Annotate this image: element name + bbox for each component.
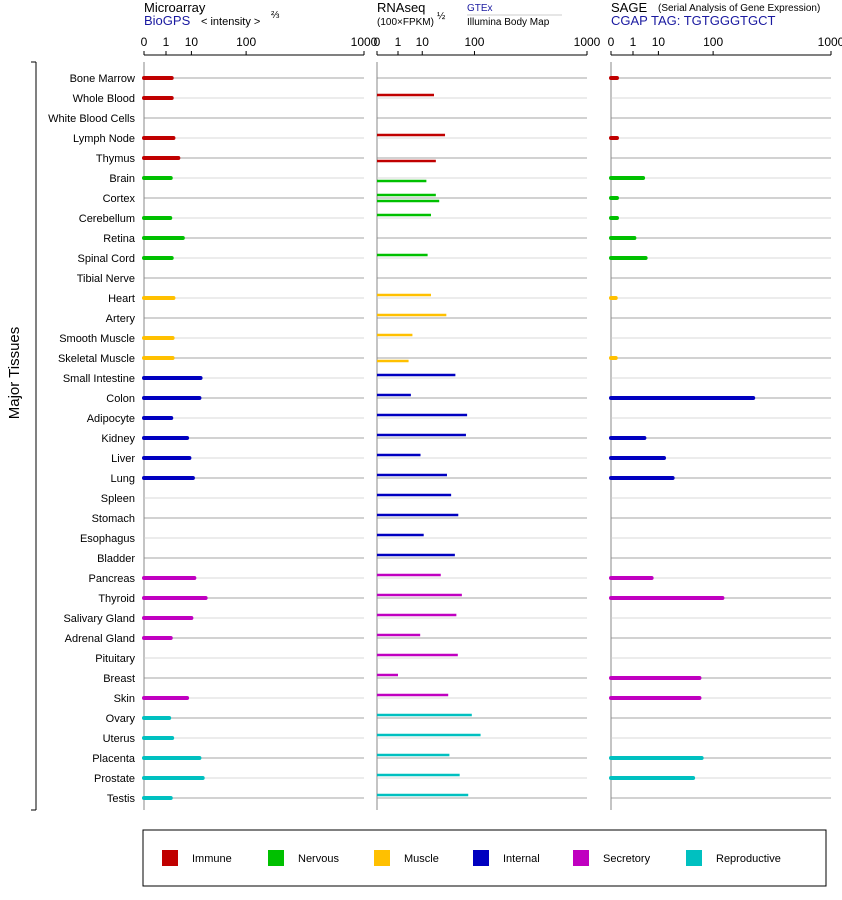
x-tick-label: 0 (374, 35, 381, 49)
legend-label: Internal (503, 853, 540, 865)
category-label: Kidney (101, 433, 135, 445)
category-label: Artery (106, 313, 136, 325)
legend-box (142, 829, 827, 887)
panel-metric-sup: ½ (437, 11, 446, 22)
legend-swatch (374, 850, 390, 866)
category-label: Thyroid (98, 593, 135, 605)
category-label: Liver (111, 453, 135, 465)
category-label: Whole Blood (73, 93, 135, 105)
legend-label: Nervous (298, 853, 339, 865)
panel-source-top: GTEx (467, 3, 493, 14)
category-label: Prostate (94, 773, 135, 785)
x-tick-label: 10 (652, 35, 666, 49)
legend-swatch (686, 850, 702, 866)
legend-label: Reproductive (716, 853, 781, 865)
category-label: Salivary Gland (63, 613, 135, 625)
x-tick-label: 1000 (818, 35, 842, 49)
category-label: Adrenal Gland (65, 633, 135, 645)
category-label: Spleen (101, 493, 135, 505)
category-label: Thymus (96, 153, 136, 165)
x-tick-label: 1 (630, 35, 637, 49)
category-label: Lymph Node (73, 133, 135, 145)
panel-metric: < intensity > (201, 16, 260, 28)
category-label: Stomach (92, 513, 135, 525)
x-tick-label: 100 (703, 35, 723, 49)
legend-label: Immune (192, 853, 232, 865)
x-tick-label: 1000 (351, 35, 378, 49)
y-axis-label: Major Tissues (6, 327, 23, 420)
panel-title: Microarray (144, 0, 206, 15)
legend-swatch (162, 850, 178, 866)
legend-label: Secretory (603, 853, 651, 865)
panel-source: CGAP TAG: TGTGGGTGCT (611, 13, 776, 28)
panel-title: RNAseq (377, 0, 425, 15)
category-label: Brain (109, 173, 135, 185)
category-label: Cerebellum (79, 213, 135, 225)
category-label: Tibial Nerve (77, 273, 135, 285)
category-label: Placenta (92, 753, 136, 765)
category-label: Bone Marrow (70, 73, 135, 85)
category-label: Bladder (97, 553, 135, 565)
x-tick-label: 10 (416, 35, 430, 49)
category-label: Testis (107, 793, 136, 805)
category-label: Uterus (103, 733, 136, 745)
category-label: Ovary (106, 713, 136, 725)
legend-swatch (268, 850, 284, 866)
category-label: Skeletal Muscle (58, 353, 135, 365)
x-tick-label: 0 (608, 35, 615, 49)
category-label: Spinal Cord (78, 253, 135, 265)
category-label: Colon (106, 393, 135, 405)
category-label: White Blood Cells (48, 113, 135, 125)
category-label: Esophagus (80, 533, 136, 545)
x-tick-label: 1 (163, 35, 170, 49)
x-tick-label: 10 (185, 35, 199, 49)
category-label: Smooth Muscle (59, 333, 135, 345)
category-label: Lung (111, 473, 135, 485)
legend-label: Muscle (404, 853, 439, 865)
category-label: Skin (114, 693, 135, 705)
category-label: Small Intestine (63, 373, 135, 385)
x-tick-label: 1 (395, 35, 402, 49)
category-label: Pancreas (89, 573, 136, 585)
category-label: Breast (103, 673, 135, 685)
category-label: Retina (103, 233, 136, 245)
x-tick-label: 1000 (574, 35, 601, 49)
panel-metric-sup: ⅔ (271, 10, 280, 21)
category-label: Cortex (103, 193, 136, 205)
category-label: Heart (108, 293, 135, 305)
legend-swatch (573, 850, 589, 866)
panel-metric: (100×FPKM) (377, 17, 434, 28)
panel-source-bottom: Illumina Body Map (467, 17, 550, 28)
panel-subtitle: (Serial Analysis of Gene Expression) (658, 3, 820, 14)
legend-swatch (473, 850, 489, 866)
x-tick-label: 100 (464, 35, 484, 49)
category-label: Adipocyte (87, 413, 135, 425)
panel-source: BioGPS (144, 13, 191, 28)
x-tick-label: 100 (236, 35, 256, 49)
panel-title: SAGE (611, 0, 647, 15)
x-tick-label: 0 (141, 35, 148, 49)
category-label: Pituitary (95, 653, 135, 665)
